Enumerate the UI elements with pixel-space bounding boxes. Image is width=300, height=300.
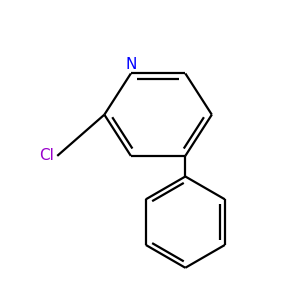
Text: Cl: Cl bbox=[39, 148, 54, 164]
Text: N: N bbox=[125, 57, 136, 72]
